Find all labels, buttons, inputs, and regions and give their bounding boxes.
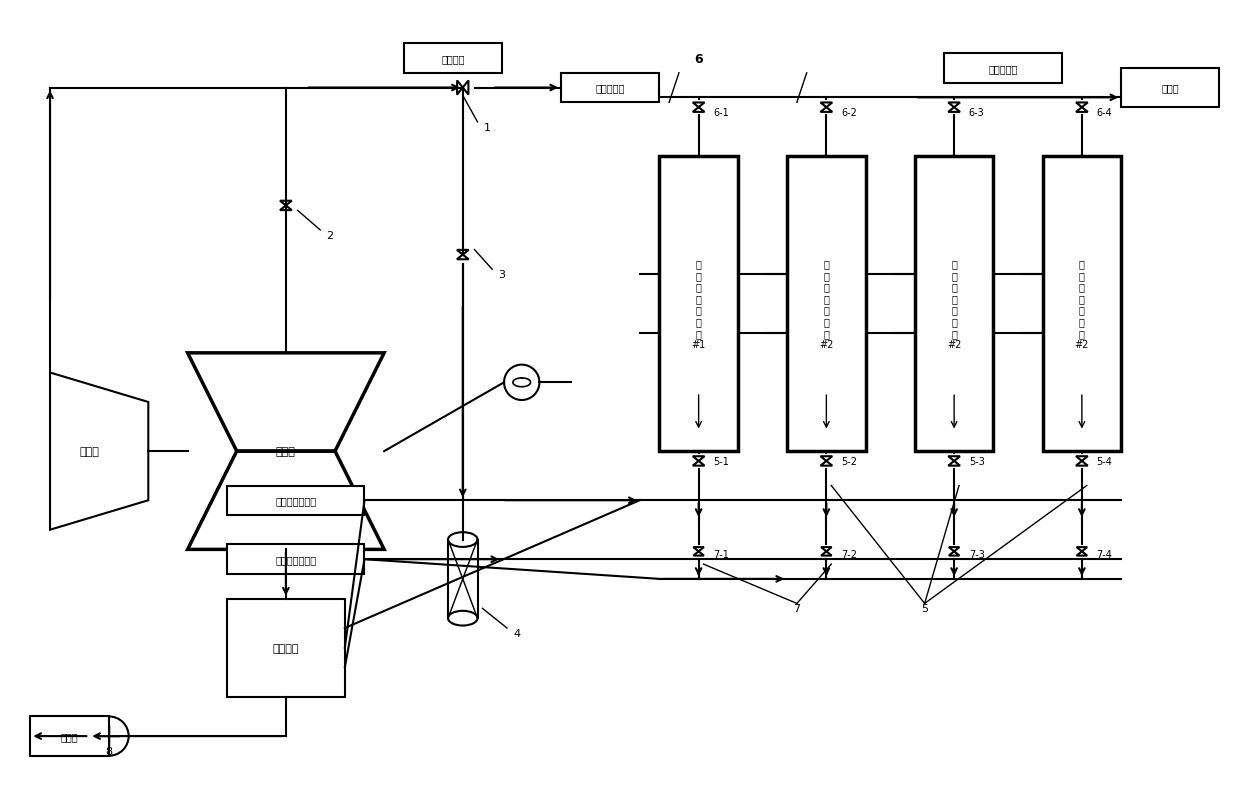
Text: 空
冷
岛
冷
却
单
元
#2: 空 冷 岛 冷 却 单 元 #2 xyxy=(820,259,833,350)
Text: 空
冷
岛
冷
却
单
元
#2: 空 冷 岛 冷 却 单 元 #2 xyxy=(1075,259,1089,350)
FancyBboxPatch shape xyxy=(560,74,660,103)
Text: 7-3: 7-3 xyxy=(968,549,985,560)
Text: 积水器: 积水器 xyxy=(61,731,78,741)
Text: 空
冷
岛
冷
却
单
元
#2: 空 冷 岛 冷 却 单 元 #2 xyxy=(947,259,961,350)
Text: 排汽管道: 排汽管道 xyxy=(441,54,465,64)
Text: 7-2: 7-2 xyxy=(841,549,857,560)
Text: 7-4: 7-4 xyxy=(1096,549,1112,560)
Text: 抽真空管道: 抽真空管道 xyxy=(988,64,1018,74)
FancyBboxPatch shape xyxy=(404,44,502,74)
Text: 6-2: 6-2 xyxy=(841,108,857,118)
Text: 低压缸: 低压缸 xyxy=(277,447,296,456)
FancyBboxPatch shape xyxy=(945,54,1063,83)
Text: 空
冷
岛
冷
却
单
元
#1: 空 冷 岛 冷 却 单 元 #1 xyxy=(692,259,706,350)
Text: 真空泵: 真空泵 xyxy=(1162,83,1179,93)
FancyBboxPatch shape xyxy=(30,716,109,755)
Text: 汽轮机排汽管道: 汽轮机排汽管道 xyxy=(275,496,316,505)
Text: 空冷岛疏水管道: 空冷岛疏水管道 xyxy=(275,554,316,565)
FancyBboxPatch shape xyxy=(1121,69,1219,108)
Text: 5-1: 5-1 xyxy=(713,456,729,466)
Text: 4: 4 xyxy=(513,628,521,638)
Text: 1: 1 xyxy=(484,123,491,132)
Text: 7-1: 7-1 xyxy=(713,549,729,560)
Text: 2: 2 xyxy=(326,231,334,241)
Text: 中压缸: 中压缸 xyxy=(79,447,99,456)
Text: 疏水装置: 疏水装置 xyxy=(273,643,299,653)
Text: 5-4: 5-4 xyxy=(1096,456,1112,466)
Text: 7: 7 xyxy=(794,604,801,614)
Text: 5-3: 5-3 xyxy=(968,456,985,466)
Text: 5: 5 xyxy=(921,604,928,614)
FancyBboxPatch shape xyxy=(227,486,365,516)
FancyBboxPatch shape xyxy=(787,157,866,452)
Text: 8: 8 xyxy=(105,746,113,756)
Text: 6-4: 6-4 xyxy=(1096,108,1112,118)
Text: 5-2: 5-2 xyxy=(841,456,857,466)
Text: 6: 6 xyxy=(694,52,703,66)
FancyBboxPatch shape xyxy=(660,157,738,452)
FancyBboxPatch shape xyxy=(227,545,365,574)
Text: 6-1: 6-1 xyxy=(713,108,729,118)
FancyBboxPatch shape xyxy=(915,157,993,452)
Text: 排汽温度计: 排汽温度计 xyxy=(595,83,625,93)
FancyBboxPatch shape xyxy=(227,599,345,697)
FancyBboxPatch shape xyxy=(1043,157,1121,452)
Text: 6-3: 6-3 xyxy=(968,108,985,118)
Text: 3: 3 xyxy=(498,270,506,280)
